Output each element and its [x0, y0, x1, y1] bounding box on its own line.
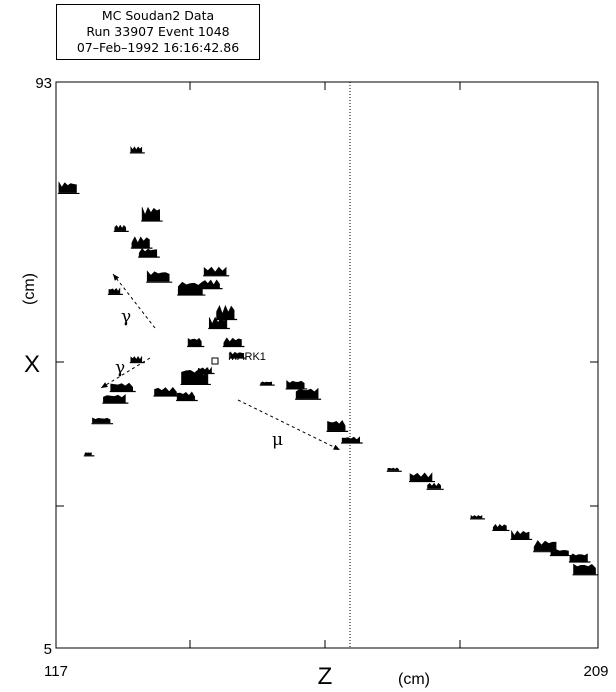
hit-mark-8	[114, 224, 127, 231]
mu-arrow-head	[333, 444, 340, 450]
axis-ticks	[55, 81, 599, 649]
hit-mark-3	[103, 394, 126, 403]
direction-arrows	[100, 273, 341, 451]
hit-markers	[57, 146, 599, 576]
x-tick-label-right: 209	[583, 663, 608, 680]
hit-mark-31	[409, 472, 433, 482]
hit-mark-35	[511, 529, 530, 539]
info-line-timestamp: 07–Feb–1992 16:16:42.86	[76, 40, 240, 55]
hit-mark-34	[492, 523, 507, 530]
hit-mark-26	[286, 380, 305, 389]
y-axis-label: X	[24, 351, 40, 378]
hit-mark-38	[569, 553, 588, 562]
hit-mark-36	[533, 540, 557, 552]
hit-mark-39	[573, 563, 596, 575]
hit-mark-18	[198, 366, 212, 374]
hit-mark-14	[177, 281, 203, 295]
mu-label: μ	[272, 430, 283, 450]
mark1-label: MARK1	[228, 351, 266, 363]
hit-mark-15	[187, 337, 202, 347]
event-info-box: MC Soudan2 Data Run 33907 Event 1048 07–…	[56, 4, 260, 60]
hit-mark-30	[387, 467, 400, 471]
hit-mark-29	[341, 436, 361, 443]
hit-mark-9	[130, 146, 143, 153]
y-tick-label-bottom: 5	[44, 641, 52, 658]
hit-mark-20	[203, 266, 227, 276]
gamma-label-upper: γ	[121, 307, 131, 327]
hit-mark-24	[230, 351, 244, 358]
hit-mark-22	[208, 316, 228, 328]
y-axis-unit: (cm)	[21, 273, 38, 305]
y-tick-label-top: 93	[35, 75, 52, 92]
gamma-arrow-upper-head	[113, 274, 120, 281]
hit-mark-27	[295, 387, 319, 399]
hit-mark-2	[92, 417, 111, 424]
plot-frame	[55, 81, 599, 649]
hit-mark-28	[327, 420, 346, 431]
hit-mark-21	[216, 304, 235, 319]
hit-mark-7	[130, 355, 143, 363]
hit-mark-0	[58, 181, 77, 193]
hit-mark-33	[470, 514, 483, 519]
hit-mark-17	[176, 391, 196, 401]
gamma-arrow-lower-head	[101, 382, 108, 388]
info-line-source: MC Soudan2 Data	[101, 8, 215, 23]
hit-mark-13	[146, 270, 170, 282]
hit-mark-6	[154, 386, 177, 396]
gamma-label-lower: γ	[115, 358, 125, 378]
mu-arrow	[237, 399, 341, 451]
info-line-run-event: Run 33907 Event 1048	[86, 24, 230, 39]
hit-mark-5	[108, 287, 121, 294]
hit-mark-25	[260, 381, 273, 385]
x-axis-unit: (cm)	[398, 671, 430, 688]
x-tick-label-left: 117	[44, 663, 68, 680]
hit-mark-19	[201, 279, 220, 289]
x-axis-label: Z	[318, 663, 333, 690]
mark1-marker	[211, 357, 219, 365]
hit-mark-1	[84, 452, 92, 456]
gamma-arrow-lower	[100, 357, 151, 389]
hit-mark-32	[427, 482, 442, 489]
hit-mark-12	[138, 248, 158, 257]
hit-mark-10	[131, 236, 150, 248]
hit-mark-4	[110, 382, 133, 392]
hit-mark-37	[550, 548, 569, 556]
hit-mark-11	[141, 206, 160, 221]
hit-mark-23	[223, 337, 242, 347]
hit-mark-16	[181, 367, 209, 384]
